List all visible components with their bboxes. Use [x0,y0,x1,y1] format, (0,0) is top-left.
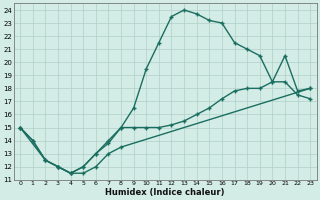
X-axis label: Humidex (Indice chaleur): Humidex (Indice chaleur) [106,188,225,197]
